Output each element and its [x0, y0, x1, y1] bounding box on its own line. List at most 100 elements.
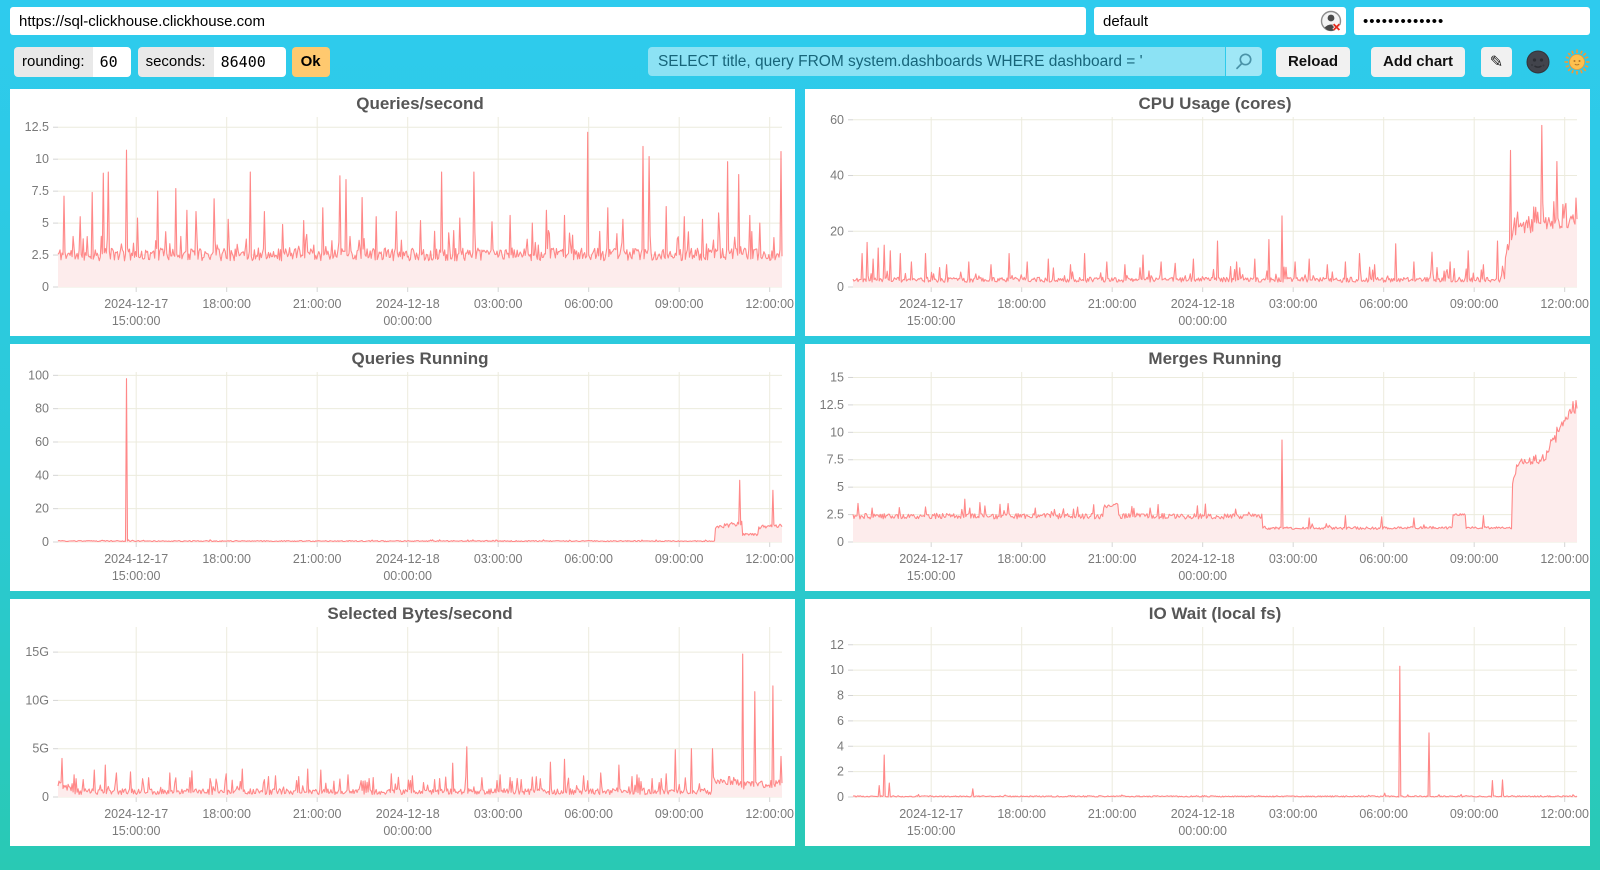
dashboard-page: rounding: seconds: Ok Reload Add chart ✎ [10, 7, 1590, 846]
svg-text:2.5: 2.5 [32, 248, 49, 262]
chart-selected-bytes[interactable]: 2024-12-17 15:00:00 18:00:00 21:00:00 2024-1… [10, 599, 795, 846]
chart-merges-running[interactable]: 2024-12-17 15:00:00 18:00:00 21:00:00 2024-1… [805, 344, 1590, 591]
chart-queries-per-second[interactable]: 2024-12-17 15:00:00 18:00:00 21:00:00 2024-1… [10, 89, 795, 336]
svg-text:2.5: 2.5 [827, 508, 844, 522]
password-input[interactable] [1354, 7, 1590, 35]
svg-text:03:00:00: 03:00:00 [1269, 297, 1318, 311]
svg-text:10G: 10G [25, 693, 49, 707]
svg-text:6: 6 [837, 714, 844, 728]
panel-cpu-usage[interactable]: 2024-12-17 15:00:00 18:00:00 21:00:00 2024-1… [805, 89, 1590, 336]
svg-text:03:00:00: 03:00:00 [474, 297, 523, 311]
panel-selected-bytes[interactable]: 2024-12-17 15:00:00 18:00:00 21:00:00 2024-1… [10, 599, 795, 846]
svg-text:12:00:00: 12:00:00 [1540, 552, 1589, 566]
svg-text:03:00:00: 03:00:00 [1269, 807, 1318, 821]
svg-text:06:00:00: 06:00:00 [1359, 297, 1408, 311]
pencil-icon: ✎ [1489, 53, 1504, 71]
user-field-wrap [1094, 7, 1346, 35]
svg-text:0: 0 [837, 280, 844, 294]
charts-grid: 2024-12-17 15:00:00 18:00:00 21:00:00 2024-1… [10, 89, 1590, 846]
svg-text:18:00:00: 18:00:00 [202, 807, 251, 821]
svg-text:20: 20 [35, 502, 49, 516]
svg-text:2024-12-17: 2024-12-17 [104, 552, 168, 566]
svg-text:00:00:00: 00:00:00 [1178, 569, 1227, 583]
rounding-input[interactable] [92, 46, 131, 77]
svg-text:60: 60 [35, 435, 49, 449]
svg-text:18:00:00: 18:00:00 [997, 552, 1046, 566]
svg-text:12:00:00: 12:00:00 [745, 807, 794, 821]
svg-text:00:00:00: 00:00:00 [1178, 824, 1227, 838]
svg-text:15:00:00: 15:00:00 [907, 824, 956, 838]
avatar-broken-icon [1320, 10, 1342, 32]
svg-text:2024-12-18: 2024-12-18 [376, 297, 440, 311]
svg-text:5G: 5G [32, 742, 49, 756]
svg-text:15G: 15G [25, 645, 49, 659]
svg-text:60: 60 [830, 113, 844, 127]
svg-text:21:00:00: 21:00:00 [293, 552, 342, 566]
dark-theme-toggle[interactable] [1525, 49, 1551, 75]
svg-text:2024-12-17: 2024-12-17 [899, 552, 963, 566]
svg-text:18:00:00: 18:00:00 [997, 807, 1046, 821]
svg-text:09:00:00: 09:00:00 [655, 552, 704, 566]
moon-icon [1526, 50, 1550, 73]
svg-text:7.5: 7.5 [32, 184, 49, 198]
url-input[interactable] [10, 7, 1086, 35]
svg-text:12:00:00: 12:00:00 [745, 297, 794, 311]
chart-io-wait[interactable]: 2024-12-17 15:00:00 18:00:00 21:00:00 2024-1… [805, 599, 1590, 846]
svg-text:5: 5 [42, 216, 49, 230]
svg-text:0: 0 [42, 280, 49, 294]
seconds-input[interactable] [213, 46, 286, 77]
chart-queries-running[interactable]: 2024-12-17 15:00:00 18:00:00 21:00:00 2024-1… [10, 344, 795, 591]
svg-text:21:00:00: 21:00:00 [1088, 552, 1137, 566]
svg-text:5: 5 [837, 480, 844, 494]
svg-text:03:00:00: 03:00:00 [474, 552, 523, 566]
svg-text:00:00:00: 00:00:00 [383, 569, 432, 583]
svg-text:21:00:00: 21:00:00 [293, 807, 342, 821]
panel-io-wait[interactable]: 2024-12-17 15:00:00 18:00:00 21:00:00 2024-1… [805, 599, 1590, 846]
svg-text:0: 0 [42, 790, 49, 804]
svg-text:40: 40 [35, 468, 49, 482]
svg-text:2024-12-18: 2024-12-18 [376, 552, 440, 566]
rounding-label: rounding: [14, 46, 93, 77]
svg-text:09:00:00: 09:00:00 [655, 297, 704, 311]
chart-cpu-usage[interactable]: 2024-12-17 15:00:00 18:00:00 21:00:00 2024-1… [805, 89, 1590, 336]
panel-queries-per-second[interactable]: 2024-12-17 15:00:00 18:00:00 21:00:00 2024-1… [10, 89, 795, 336]
svg-text:2024-12-18: 2024-12-18 [1171, 552, 1235, 566]
svg-text:21:00:00: 21:00:00 [293, 297, 342, 311]
ok-button[interactable]: Ok [291, 46, 330, 77]
svg-text:IO Wait (local fs): IO Wait (local fs) [1149, 604, 1282, 623]
rounding-field: rounding: [14, 46, 131, 77]
svg-text:06:00:00: 06:00:00 [564, 552, 613, 566]
svg-text:15:00:00: 15:00:00 [907, 569, 956, 583]
sun-icon [1564, 49, 1590, 74]
svg-text:2024-12-17: 2024-12-17 [104, 807, 168, 821]
add-chart-button[interactable]: Add chart [1370, 46, 1465, 77]
svg-text:0: 0 [42, 535, 49, 549]
svg-text:0: 0 [837, 535, 844, 549]
seconds-label: seconds: [137, 46, 214, 77]
svg-text:09:00:00: 09:00:00 [655, 807, 704, 821]
dashboard-query-input[interactable] [647, 47, 1225, 76]
svg-text:CPU Usage (cores): CPU Usage (cores) [1138, 94, 1291, 113]
svg-text:12.5: 12.5 [25, 120, 49, 134]
search-icon [1236, 52, 1252, 69]
svg-text:7.5: 7.5 [827, 453, 844, 467]
panel-queries-running[interactable]: 2024-12-17 15:00:00 18:00:00 21:00:00 2024-1… [10, 344, 795, 591]
svg-text:21:00:00: 21:00:00 [1088, 807, 1137, 821]
run-query-button[interactable] [1225, 47, 1262, 76]
svg-text:06:00:00: 06:00:00 [564, 807, 613, 821]
svg-text:10: 10 [35, 152, 49, 166]
edit-button[interactable]: ✎ [1481, 46, 1512, 77]
svg-text:18:00:00: 18:00:00 [997, 297, 1046, 311]
user-input[interactable] [1094, 7, 1346, 35]
svg-text:Merges Running: Merges Running [1148, 349, 1281, 368]
light-theme-toggle[interactable] [1564, 49, 1590, 75]
svg-text:15: 15 [830, 370, 844, 384]
svg-text:06:00:00: 06:00:00 [1359, 807, 1408, 821]
svg-text:12.5: 12.5 [820, 398, 844, 412]
svg-text:06:00:00: 06:00:00 [1359, 552, 1408, 566]
controls-bar: rounding: seconds: Ok Reload Add chart ✎ [10, 46, 1590, 77]
svg-text:21:00:00: 21:00:00 [1088, 297, 1137, 311]
panel-merges-running[interactable]: 2024-12-17 15:00:00 18:00:00 21:00:00 2024-1… [805, 344, 1590, 591]
reload-button[interactable]: Reload [1275, 46, 1350, 77]
svg-text:2024-12-17: 2024-12-17 [899, 807, 963, 821]
